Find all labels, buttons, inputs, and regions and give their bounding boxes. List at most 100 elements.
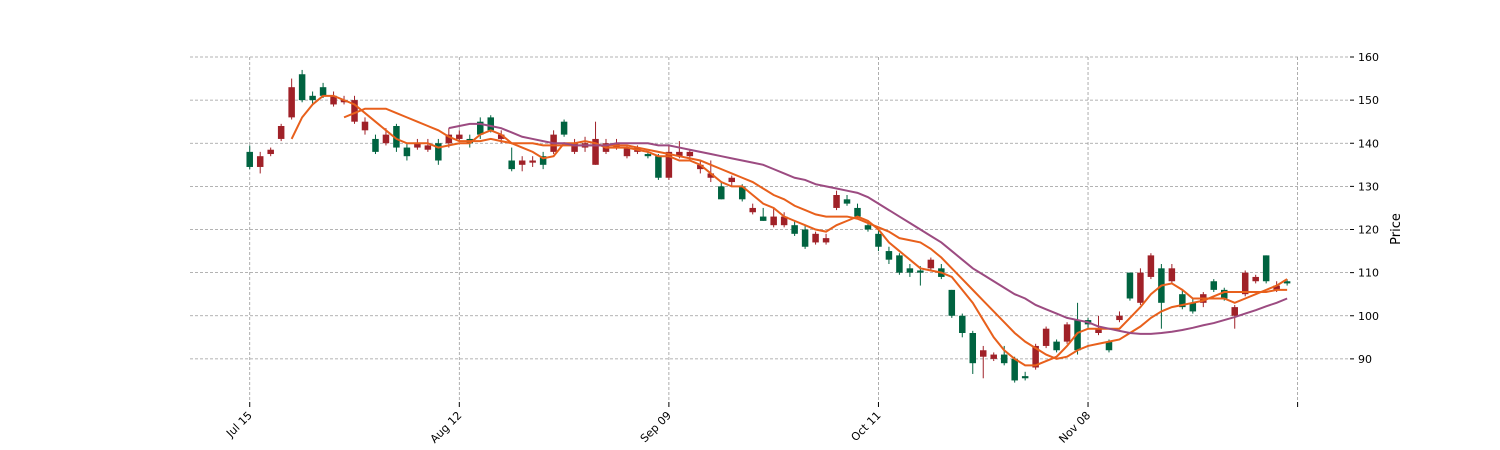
candle-body — [885, 251, 893, 260]
candle-body — [738, 186, 746, 200]
y-tick-label: 100 — [1358, 310, 1379, 323]
candle-body — [707, 173, 715, 178]
y-tick-label: 110 — [1358, 267, 1379, 280]
candle-body — [1095, 328, 1102, 333]
candle-body — [959, 315, 966, 333]
candle-body — [1168, 268, 1176, 282]
candle-body — [770, 216, 777, 226]
candle-body — [372, 138, 379, 152]
y-tick-label: 130 — [1358, 180, 1379, 193]
candle-body — [351, 100, 358, 122]
candle-body — [1011, 358, 1018, 381]
candle-body — [948, 289, 956, 316]
candle-body — [1021, 376, 1029, 379]
candle-body — [456, 134, 463, 139]
candle-body — [1063, 324, 1071, 342]
candle-body — [382, 134, 390, 144]
candle-body — [906, 268, 914, 273]
candle-body — [1189, 302, 1197, 312]
candle-body — [393, 126, 400, 148]
candle-body — [309, 95, 316, 101]
candle-body — [979, 350, 987, 357]
candle-body — [780, 216, 788, 226]
candle-body — [1137, 272, 1144, 303]
candle-body — [267, 149, 274, 155]
candle-body — [1273, 285, 1280, 290]
candle-body — [1252, 276, 1259, 282]
candle-body — [361, 121, 369, 131]
candle-body — [1000, 354, 1008, 364]
candle-body — [1241, 272, 1249, 295]
candle-body — [1147, 255, 1155, 277]
candle-body — [1105, 341, 1113, 351]
candle-body — [246, 151, 253, 167]
candle-body — [1126, 272, 1134, 299]
candle-body — [843, 199, 851, 204]
candle-body — [833, 195, 840, 208]
candle-body — [854, 207, 861, 217]
candle-body — [791, 225, 798, 234]
candle-body — [319, 87, 327, 96]
candle-body — [1074, 320, 1081, 351]
candle-body — [288, 87, 295, 118]
y-tick-label: 140 — [1358, 137, 1379, 150]
candle-body — [864, 225, 872, 230]
x-tick-label: Sep 09 — [638, 409, 674, 445]
x-tick-label: Oct 11 — [849, 409, 884, 444]
candle-body — [256, 156, 264, 167]
candle-body — [298, 74, 306, 101]
candle-body — [822, 238, 830, 243]
y-tick-label: 150 — [1358, 94, 1379, 107]
x-tick-label: Jul 15 — [223, 409, 255, 441]
candle-body — [529, 160, 536, 163]
moving-average-line — [448, 122, 1288, 335]
candle-body — [1262, 255, 1270, 282]
candle-body — [1221, 289, 1228, 299]
candle-body — [676, 151, 683, 157]
candle-body — [812, 233, 819, 243]
candle-body — [686, 151, 694, 157]
candle-body — [424, 145, 432, 150]
candle-body — [1210, 281, 1218, 290]
candle-body — [875, 233, 882, 247]
y-tick-label: 90 — [1358, 353, 1372, 366]
y-axis-label: Price — [1389, 213, 1404, 245]
candle-body — [969, 333, 977, 364]
candle-body — [917, 270, 924, 273]
x-tick-label: Aug 12 — [428, 409, 465, 446]
candle-body — [277, 126, 285, 139]
candle-body — [508, 160, 515, 170]
candle-body — [1116, 315, 1123, 321]
candle-body — [487, 117, 494, 131]
candle-body — [665, 151, 673, 178]
candle-body — [749, 207, 756, 213]
candle-body — [414, 143, 421, 148]
candle-body — [927, 259, 935, 269]
candle-body — [718, 186, 725, 200]
candle-body — [697, 164, 704, 170]
candle-body — [728, 177, 736, 183]
candle-body — [539, 156, 547, 165]
candle-body — [759, 216, 767, 221]
x-tick-label: Nov 08 — [1056, 409, 1093, 446]
candle-body — [497, 134, 505, 139]
candle-body — [403, 147, 411, 157]
candle-body — [655, 156, 662, 178]
candle-body — [1179, 294, 1186, 308]
candle-body — [990, 354, 997, 359]
candle-body — [592, 138, 599, 165]
candle-body — [518, 160, 526, 165]
candle-body — [644, 154, 652, 157]
candle-body — [896, 255, 903, 273]
y-tick-label: 120 — [1358, 224, 1379, 237]
candle-body — [330, 95, 337, 105]
candle-body — [435, 143, 442, 161]
candle-body — [1042, 328, 1050, 346]
candle-body — [623, 147, 631, 157]
moving-average-line — [290, 94, 1288, 367]
y-tick-label: 160 — [1358, 51, 1379, 64]
candle-body — [477, 121, 484, 135]
candle-body — [1032, 345, 1039, 368]
